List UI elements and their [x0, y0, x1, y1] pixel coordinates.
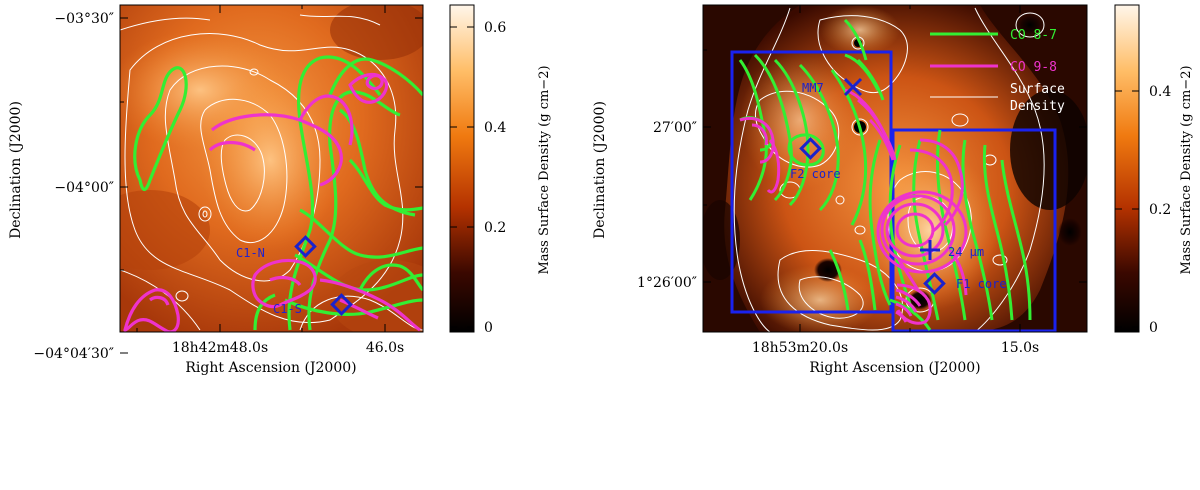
legend-density-label-2: Density — [1010, 99, 1065, 114]
right-ra-tick-2: 15.0s — [1001, 340, 1039, 356]
left-co98-contours — [123, 72, 421, 332]
left-ylabel: Declination (J2000) — [8, 101, 24, 239]
left-density-contours — [120, 14, 423, 331]
legend-co87-label: CO 8-7 — [1010, 28, 1057, 43]
left-dec-tick-2: −04°00″ — [54, 180, 114, 196]
marker-f2core: F2 core — [790, 137, 841, 181]
marker-mm7-label: MM7 — [802, 81, 824, 95]
marker-24um: 24 μm — [920, 240, 984, 260]
right-cbar-tick-2: 0.4 — [1149, 84, 1171, 100]
right-panel: MM7 F2 core 24 μm F1 core CO 8-7 CO 9-8 — [592, 4, 1194, 376]
right-image: MM7 F2 core 24 μm F1 core CO 8-7 CO 9-8 — [703, 5, 1087, 332]
right-dec-tick-2: 1°26′00″ — [637, 275, 697, 291]
left-xlabel: Right Ascension (J2000) — [185, 360, 356, 376]
marker-c1n-label: C1-N — [236, 246, 265, 260]
right-cbar-tick-0: 0 — [1149, 320, 1158, 336]
marker-c1s-label: C1-S — [273, 302, 302, 316]
marker-24um-plus — [920, 240, 940, 260]
box-f1 — [891, 128, 1057, 332]
marker-mm7-x — [843, 77, 863, 97]
marker-24um-label: 24 μm — [948, 245, 984, 259]
marker-c1n-diamond — [294, 235, 317, 258]
marker-mm7: MM7 — [802, 77, 863, 97]
right-cbar-tick-1: 0.2 — [1149, 202, 1171, 218]
right-dec-tick-1: 27′00″ — [653, 120, 697, 136]
right-legend: CO 8-7 CO 9-8 Surface Density — [930, 28, 1065, 114]
left-cbar-tick-3: 0.6 — [484, 20, 506, 36]
marker-c1n: C1-N — [236, 235, 317, 260]
left-ticks — [120, 5, 423, 354]
right-xlabel: Right Ascension (J2000) — [809, 360, 980, 376]
left-ra-tick-1: 18h42m48.0s — [172, 340, 268, 356]
left-cbar-tick-0: 0 — [484, 320, 493, 336]
marker-f2core-diamond — [799, 137, 822, 160]
marker-f2core-label: F2 core — [790, 167, 841, 181]
marker-f1core-label: F1 core — [956, 277, 1007, 291]
marker-c1s-diamond — [330, 293, 353, 316]
left-image: C1-N C1-S — [120, 5, 423, 332]
right-colorbar: 0 0.2 0.4 Mass Surface Density (g cm−2) — [1114, 4, 1194, 336]
right-co87-contours — [738, 18, 1032, 331]
right-cbar-title: Mass Surface Density (g cm−2) — [1179, 65, 1194, 274]
left-colorbar: 0 0.2 0.4 0.6 Mass Surface Density (g cm… — [449, 4, 552, 336]
marker-f1core-diamond — [923, 272, 946, 295]
left-dec-tick-3: −04°04′30″ — [33, 346, 114, 362]
left-ra-tick-2: 46.0s — [366, 340, 404, 356]
left-cbar-tick-1: 0.2 — [484, 220, 506, 236]
left-frame — [119, 4, 424, 333]
legend-co98-label: CO 9-8 — [1010, 60, 1057, 75]
right-ylabel: Declination (J2000) — [592, 101, 608, 239]
left-cbar-title: Mass Surface Density (g cm−2) — [537, 65, 552, 274]
left-panel: C1-N C1-S −03°30″ −04°00″ −04°04′30″ 18h… — [8, 4, 552, 376]
marker-c1s: C1-S — [273, 293, 353, 316]
left-cbar-tick-2: 0.4 — [484, 120, 506, 136]
right-co98-contours — [739, 88, 968, 325]
right-frame — [702, 4, 1088, 333]
legend-density-label-1: Surface — [1010, 82, 1065, 97]
right-ticks — [703, 5, 1087, 332]
marker-f1core: F1 core — [923, 272, 1007, 295]
left-dec-tick-1: −03°30″ — [54, 11, 114, 27]
right-ra-tick-1: 18h53m20.0s — [752, 340, 848, 356]
